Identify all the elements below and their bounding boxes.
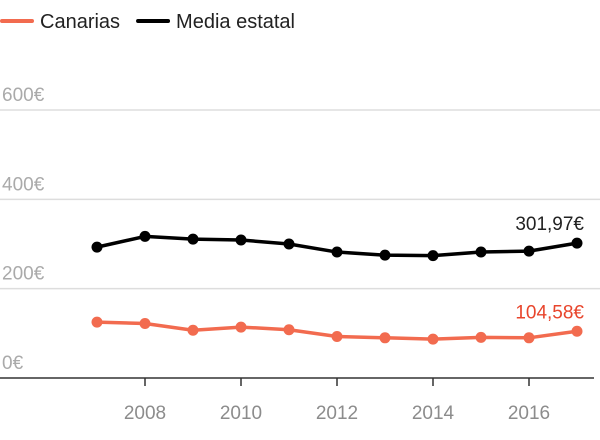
x-axis: 2008 2010 2012 2014 2016 xyxy=(0,377,594,424)
data-point xyxy=(283,324,295,336)
grid xyxy=(0,109,600,290)
end-value-label: 301,97€ xyxy=(515,214,584,235)
data-point xyxy=(427,333,439,345)
legend-label: Canarias xyxy=(40,11,120,33)
data-point xyxy=(187,233,199,245)
x-tick-label: 2014 xyxy=(412,403,455,424)
data-point xyxy=(379,332,391,344)
y-tick-label: 200€ xyxy=(2,264,45,285)
y-tick-label: 0€ xyxy=(2,353,24,374)
x-tick-label: 2016 xyxy=(508,403,550,424)
data-point xyxy=(283,238,295,250)
data-point xyxy=(523,245,535,257)
x-tick-label: 2012 xyxy=(316,403,358,424)
data-point xyxy=(571,325,583,337)
data-point xyxy=(571,237,583,249)
data-point xyxy=(91,241,103,253)
data-point xyxy=(475,331,487,343)
data-point xyxy=(91,316,103,328)
data-point xyxy=(235,234,247,246)
legend: Canarias Media estatal xyxy=(0,11,295,33)
y-tick-label: 600€ xyxy=(2,85,45,106)
data-point xyxy=(139,318,151,330)
data-point xyxy=(187,324,199,336)
data-point xyxy=(235,321,247,333)
data-labels: 104,58€ 301,97€ xyxy=(515,214,584,323)
end-value-label: 104,58€ xyxy=(515,302,584,323)
data-point xyxy=(331,246,343,258)
series-layer xyxy=(91,230,583,345)
y-tick-label: 400€ xyxy=(2,174,45,195)
y-axis: 0€ 200€ 400€ 600€ xyxy=(2,85,45,374)
legend-label: Media estatal xyxy=(176,11,295,33)
x-tick-label: 2010 xyxy=(220,403,262,424)
data-point xyxy=(427,250,439,262)
data-point xyxy=(331,330,343,342)
x-tick-label: 2008 xyxy=(124,403,166,424)
data-point xyxy=(475,246,487,258)
data-point xyxy=(523,332,535,344)
data-point xyxy=(379,249,391,261)
data-point xyxy=(139,230,151,242)
